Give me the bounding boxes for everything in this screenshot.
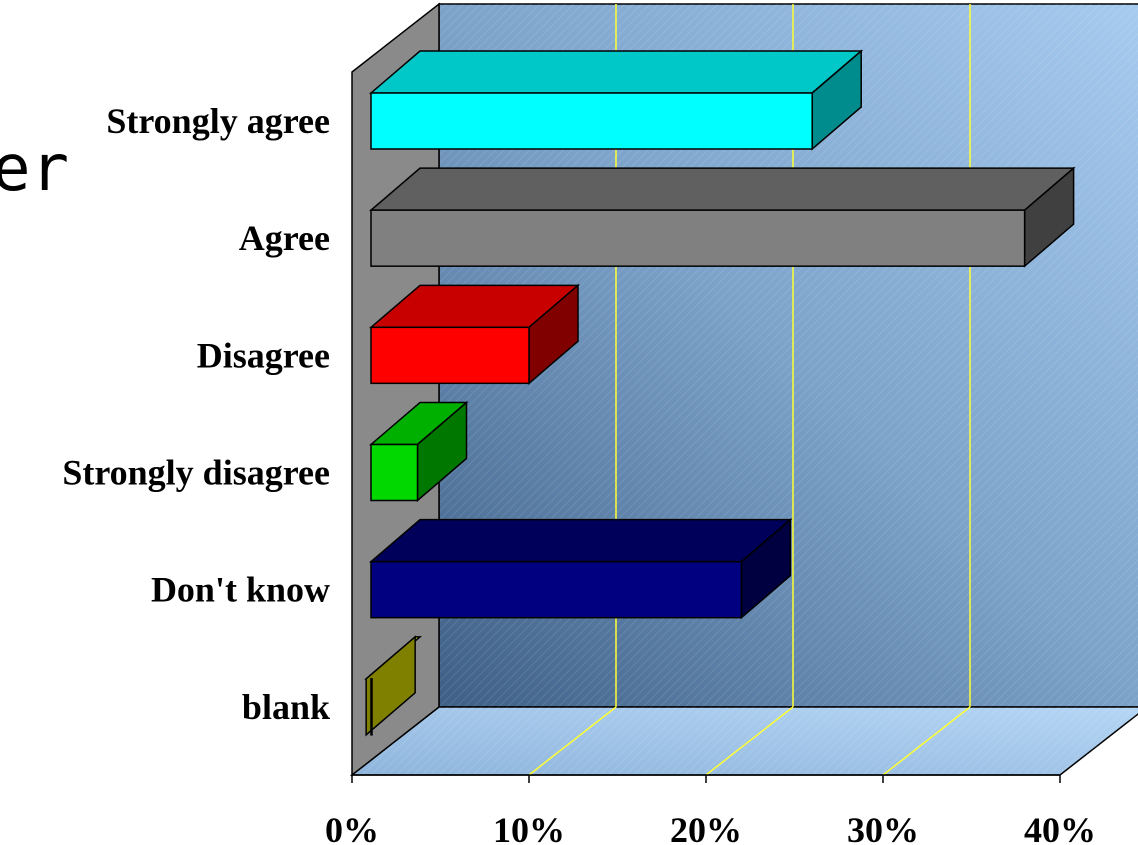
bar-top-face xyxy=(368,167,1076,211)
bar-top-face xyxy=(368,50,864,94)
bar xyxy=(368,518,793,620)
category-label: Strongly disagree xyxy=(62,453,330,493)
category-label: Don't know xyxy=(151,570,330,610)
category-label: blank xyxy=(242,687,330,727)
bar xyxy=(368,49,864,151)
bar xyxy=(368,283,581,385)
bar xyxy=(364,635,423,737)
bar xyxy=(368,166,1076,268)
category-label: Agree xyxy=(239,218,330,258)
x-tick-label: 0% xyxy=(325,810,379,845)
floor-hatch xyxy=(352,707,1138,775)
category-label: Disagree xyxy=(197,335,330,375)
bar-front-face xyxy=(370,443,419,502)
bar-front-face xyxy=(370,678,373,736)
bar xyxy=(368,400,469,503)
bar-front-face xyxy=(370,209,1026,267)
x-tick-label: 20% xyxy=(670,810,742,845)
x-tick-label: 30% xyxy=(847,810,919,845)
bar-front-face xyxy=(370,326,530,385)
gridline-floor xyxy=(705,706,794,776)
gridline-floor xyxy=(528,706,617,776)
bar-front-face xyxy=(370,560,743,619)
x-tick-label: 10% xyxy=(493,810,565,845)
bar-top-face xyxy=(368,518,793,563)
x-tick-label: 40% xyxy=(1024,810,1096,845)
bar-side-face xyxy=(365,635,416,737)
bar-front-face xyxy=(370,92,813,150)
gridline-floor xyxy=(882,706,971,776)
category-label: Strongly agree xyxy=(106,101,330,141)
